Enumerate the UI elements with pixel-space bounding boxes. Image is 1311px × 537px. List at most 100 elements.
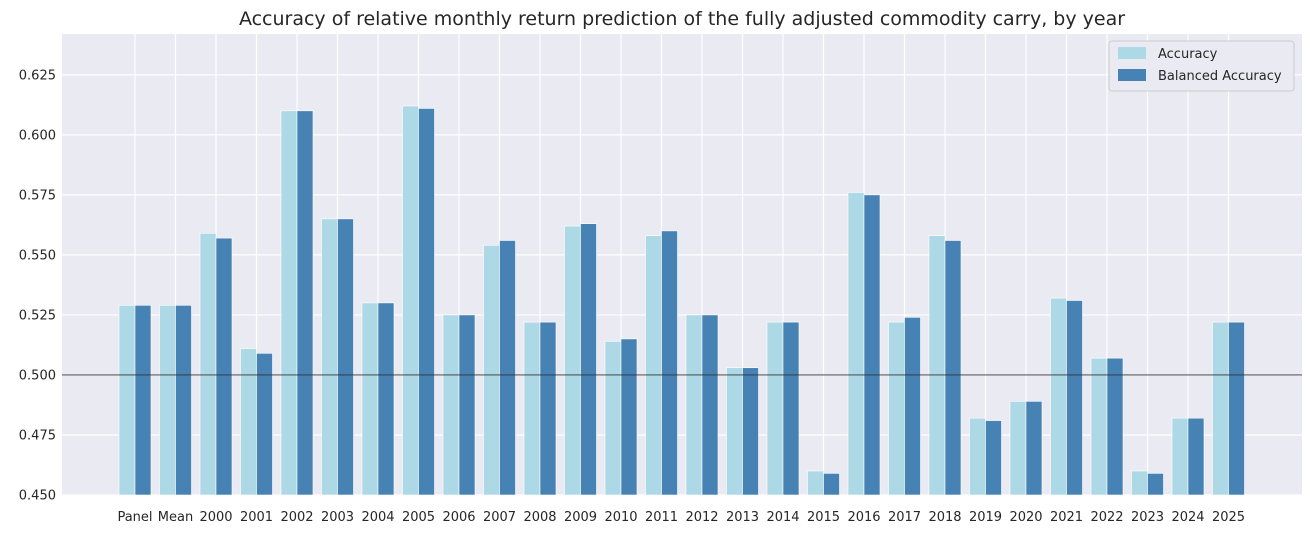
- bar-balanced-accuracy-2002: [296, 110, 314, 496]
- bar-accuracy-2013: [726, 367, 743, 496]
- bar-accuracy-2003: [321, 218, 338, 496]
- y-tick-label: 0.625: [19, 68, 56, 83]
- bar-balanced-accuracy-2024: [1187, 417, 1205, 496]
- bar-balanced-accuracy-2014: [782, 321, 800, 496]
- bar-accuracy-2014: [766, 321, 784, 496]
- legend: Accuracy Balanced Accuracy: [1108, 40, 1295, 92]
- bar-balanced-accuracy-2001: [256, 353, 273, 496]
- bar-balanced-accuracy-2016: [863, 194, 881, 496]
- bar-accuracy-2018: [928, 235, 946, 496]
- bar-balanced-accuracy-2006: [458, 314, 476, 496]
- x-tick-label: Mean: [158, 510, 193, 525]
- bar-balanced-accuracy-2009: [580, 223, 597, 496]
- bar-balanced-accuracy-2005: [418, 108, 435, 496]
- x-tick-label: Panel: [117, 510, 152, 525]
- x-tick-label: 2000: [199, 510, 232, 525]
- bar-balanced-accuracy-2022: [1106, 357, 1124, 496]
- bar-balanced-accuracy-2004: [377, 302, 395, 496]
- x-tick-label: 2013: [726, 510, 759, 525]
- bar-accuracy-2011: [645, 235, 662, 496]
- bar-accuracy-2024: [1171, 417, 1189, 496]
- x-tick-label: 2001: [240, 510, 273, 525]
- legend-swatch-balanced-accuracy: [1118, 69, 1146, 81]
- x-tick-label: 2021: [1050, 510, 1083, 525]
- y-tick-label: 0.450: [19, 489, 56, 504]
- bars: [118, 105, 1245, 496]
- bar-accuracy-2015: [807, 470, 824, 496]
- y-tick-label: 0.575: [19, 188, 56, 203]
- bar-balanced-accuracy-2003: [337, 218, 354, 496]
- legend-swatch-accuracy: [1118, 47, 1146, 59]
- x-tick-label: 2010: [604, 510, 637, 525]
- bar-accuracy-mean: [159, 305, 176, 496]
- bar-balanced-accuracy-2008: [539, 321, 557, 496]
- x-tick-label: 2004: [361, 510, 394, 525]
- bar-accuracy-2005: [402, 105, 419, 496]
- bar-balanced-accuracy-2000: [215, 237, 233, 496]
- bar-balanced-accuracy-2010: [620, 338, 638, 496]
- x-tick-label: 2023: [1131, 510, 1164, 525]
- x-tick-label: 2006: [442, 510, 475, 525]
- bar-accuracy-2004: [361, 302, 379, 496]
- y-tick-label: 0.475: [19, 428, 56, 443]
- x-tick-label: 2002: [280, 510, 313, 525]
- y-axis-ticks: 0.450 0.475 0.500 0.525 0.550 0.575 0.600 0.625: [19, 68, 56, 503]
- x-tick-label: 2020: [1009, 510, 1042, 525]
- bar-accuracy-2019: [969, 417, 986, 496]
- x-tick-label: 2014: [766, 510, 799, 525]
- bar-balanced-accuracy-2015: [823, 473, 840, 496]
- x-tick-label: 2025: [1212, 510, 1245, 525]
- bar-accuracy-2025: [1212, 321, 1229, 496]
- bar-accuracy-2021: [1050, 297, 1067, 496]
- bar-balanced-accuracy-2011: [661, 230, 678, 496]
- x-tick-label: 2007: [483, 510, 516, 525]
- bar-balanced-accuracy-2018: [944, 240, 962, 496]
- bar-accuracy-2009: [564, 225, 581, 496]
- legend-label-accuracy: Accuracy: [1158, 47, 1218, 62]
- legend-label-balanced-accuracy: Balanced Accuracy: [1158, 69, 1282, 84]
- y-tick-label: 0.525: [19, 308, 56, 323]
- bar-balanced-accuracy-2025: [1228, 321, 1245, 496]
- bar-accuracy-panel: [118, 305, 136, 496]
- bar-accuracy-2006: [442, 314, 460, 496]
- bar-accuracy-2012: [685, 314, 703, 496]
- y-tick-label: 0.550: [19, 248, 56, 263]
- x-tick-label: 2011: [645, 510, 678, 525]
- bar-accuracy-2023: [1131, 470, 1148, 496]
- x-tick-label: 2017: [888, 510, 921, 525]
- bar-accuracy-2000: [199, 232, 217, 496]
- bar-balanced-accuracy-2017: [904, 317, 921, 496]
- bar-accuracy-2007: [483, 244, 500, 496]
- x-tick-label: 2012: [685, 510, 718, 525]
- bar-accuracy-2010: [604, 341, 622, 496]
- x-tick-label: 2018: [928, 510, 961, 525]
- y-tick-label: 0.500: [19, 368, 56, 383]
- bar-accuracy-2022: [1090, 357, 1108, 496]
- bar-balanced-accuracy-mean: [175, 305, 192, 496]
- x-tick-label: 2015: [807, 510, 840, 525]
- bar-balanced-accuracy-2023: [1147, 473, 1164, 496]
- x-tick-label: 2022: [1090, 510, 1123, 525]
- bar-accuracy-2008: [523, 321, 541, 496]
- bar-accuracy-2016: [847, 192, 865, 496]
- x-tick-label: 2009: [564, 510, 597, 525]
- bar-balanced-accuracy-2007: [499, 240, 516, 496]
- bar-accuracy-2002: [280, 110, 298, 496]
- bar-balanced-accuracy-2013: [742, 367, 759, 496]
- bar-balanced-accuracy-2012: [701, 314, 719, 496]
- bar-balanced-accuracy-2019: [985, 420, 1002, 496]
- y-tick-label: 0.600: [19, 128, 56, 143]
- x-tick-label: 2016: [847, 510, 880, 525]
- x-tick-label: 2005: [402, 510, 435, 525]
- bar-accuracy-2017: [888, 321, 905, 496]
- legend-box: [1108, 40, 1295, 92]
- bar-accuracy-2020: [1009, 401, 1027, 496]
- bar-balanced-accuracy-2021: [1066, 300, 1083, 496]
- chart-title: Accuracy of relative monthly return pred…: [239, 8, 1125, 30]
- bar-balanced-accuracy-panel: [134, 305, 152, 496]
- bar-balanced-accuracy-2020: [1025, 401, 1043, 496]
- x-tick-label: 2024: [1171, 510, 1204, 525]
- x-tick-label: 2008: [523, 510, 556, 525]
